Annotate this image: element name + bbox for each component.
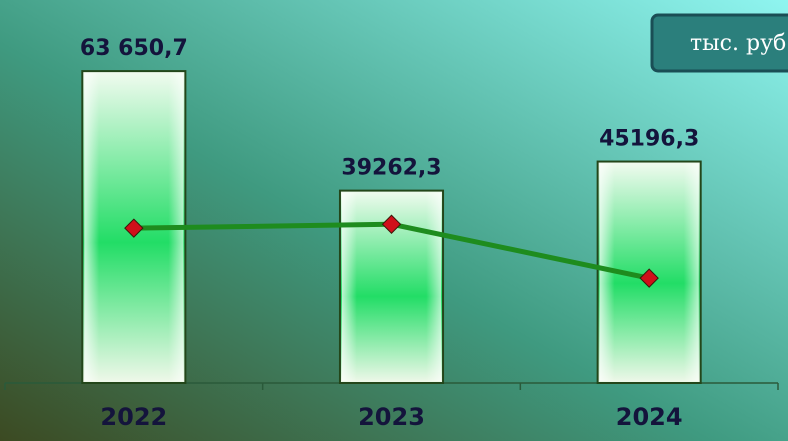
line-marker (381, 214, 402, 234)
value-label: 39262,3 (341, 156, 441, 181)
line-marker (639, 268, 659, 288)
value-label: 45196,3 (599, 127, 699, 152)
x-tick-label: 2022 (100, 403, 167, 431)
unit-box: тыс. руб. (650, 13, 788, 73)
line-marker (124, 218, 144, 238)
x-tick-label: 2024 (616, 403, 683, 431)
unit-box-frame (650, 13, 788, 73)
plot: 63 650,7 2022 39262,3 2023 45196,3 2024 (4, 36, 779, 431)
x-tick-label: 2023 (358, 403, 425, 431)
unit-label: тыс. руб. (690, 31, 788, 56)
value-label: 63 650,7 (80, 36, 188, 61)
